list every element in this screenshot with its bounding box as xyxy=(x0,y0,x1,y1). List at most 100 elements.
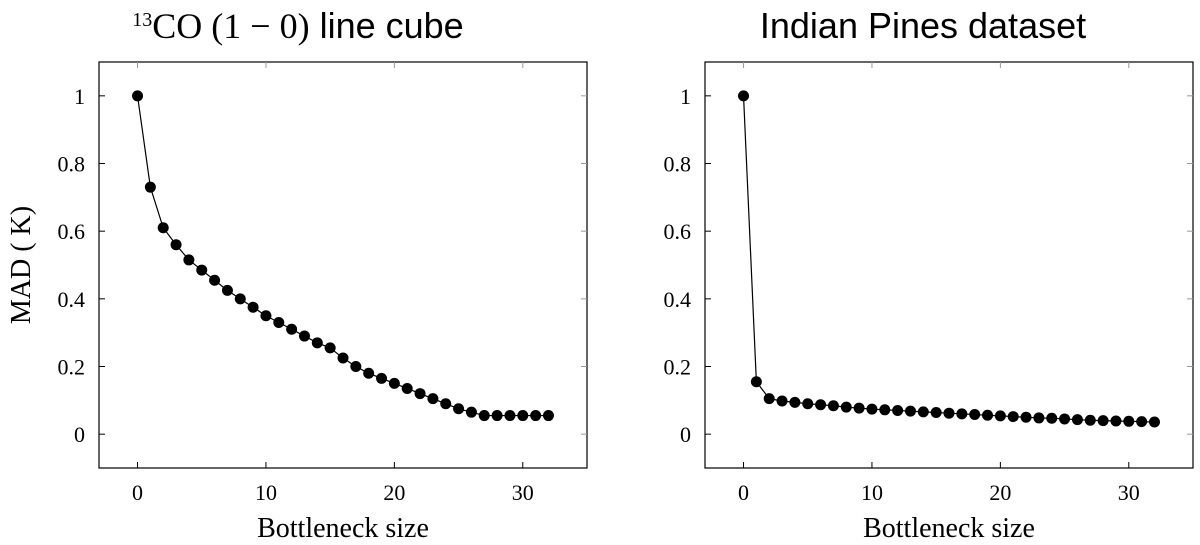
data-point xyxy=(892,404,904,416)
data-point xyxy=(969,409,981,421)
data-point xyxy=(1084,414,1096,426)
x-tick-label: 30 xyxy=(512,480,534,505)
x-tick-label: 20 xyxy=(989,480,1011,505)
data-point xyxy=(943,407,955,419)
y-tick-label: 1 xyxy=(74,84,85,109)
chart-panel-indian-pines: Indian Pines dataset 0 10 20 30 0 0.2 0.4 0.6 0.… xyxy=(664,5,1194,544)
data-point xyxy=(982,409,994,421)
data-point xyxy=(196,264,208,276)
data-point xyxy=(879,404,891,416)
data-point xyxy=(1071,414,1083,426)
data-point xyxy=(930,407,942,419)
data-point xyxy=(917,406,929,418)
plot-frame xyxy=(704,61,1194,469)
data-point xyxy=(1033,412,1045,424)
x-tick-label: 10 xyxy=(861,480,883,505)
data-point xyxy=(866,403,878,415)
data-point xyxy=(170,239,182,251)
y-tick-label: 0.6 xyxy=(664,219,692,244)
chart-title-co: 13CO (1 − 0) line cube xyxy=(132,5,463,46)
y-tick-label: 0.6 xyxy=(58,219,86,244)
data-point xyxy=(350,361,362,372)
data-point xyxy=(530,410,542,422)
data-point xyxy=(427,393,439,405)
data-point xyxy=(815,399,827,411)
data-point xyxy=(1136,416,1148,428)
chart-panel-co-line-cube: 13CO (1 − 0) line cube 0 10 20 30 0 0.2 0.4 0.6… xyxy=(6,5,588,544)
data-point xyxy=(221,284,233,296)
data-point xyxy=(376,372,388,384)
data-point xyxy=(478,410,490,422)
y-tick-label: 1 xyxy=(680,84,691,109)
y-tick-label: 0.2 xyxy=(58,355,86,380)
x-axis-label: Bottleneck size xyxy=(257,513,429,544)
data-point xyxy=(324,342,336,354)
data-point xyxy=(1020,411,1032,423)
chart-title-superscript: 13 xyxy=(132,9,152,31)
data-point xyxy=(453,403,465,415)
data-point xyxy=(542,410,554,422)
data-point xyxy=(956,408,968,420)
y-tick-label: 0.8 xyxy=(58,152,86,177)
data-point xyxy=(750,376,762,388)
data-point xyxy=(853,402,865,414)
series-line xyxy=(742,95,1155,423)
data-point xyxy=(260,310,272,322)
x-tick-label: 0 xyxy=(132,480,143,505)
data-point xyxy=(144,181,156,193)
x-tick-label: 30 xyxy=(1118,480,1140,505)
chart-title-main: CO (1 − 0) xyxy=(152,6,309,46)
data-point xyxy=(440,398,452,410)
data-point xyxy=(388,377,400,389)
data-point xyxy=(789,396,801,408)
series-line xyxy=(136,95,549,417)
plot-frame xyxy=(98,61,588,469)
data-point xyxy=(776,395,788,407)
x-axis-label: Bottleneck size xyxy=(863,513,1035,544)
data-point xyxy=(337,352,349,364)
data-point xyxy=(465,406,477,418)
y-axis-label: MAD ( K) xyxy=(6,206,37,324)
data-point xyxy=(1148,416,1160,428)
data-point xyxy=(994,410,1006,422)
data-point xyxy=(827,400,839,412)
data-point xyxy=(763,393,775,405)
data-point xyxy=(491,410,503,422)
data-point xyxy=(1097,415,1109,427)
data-point xyxy=(1046,412,1058,424)
chart-title-rest: line cube xyxy=(310,5,464,46)
data-point xyxy=(904,405,916,417)
y-tick-label: 0.4 xyxy=(58,287,86,312)
y-tick-label: 0 xyxy=(680,422,691,447)
data-point xyxy=(840,401,852,413)
data-point xyxy=(1059,413,1071,425)
y-tick-label: 0.8 xyxy=(664,152,692,177)
x-tick-label: 20 xyxy=(383,480,405,505)
y-tick-label: 0.2 xyxy=(664,355,692,380)
data-point xyxy=(298,330,310,342)
data-point xyxy=(517,410,529,422)
plot-area: 0 10 20 30 0 0.2 0.4 0.6 0.8 1 xyxy=(664,62,1193,505)
data-point xyxy=(738,90,750,102)
data-point xyxy=(401,382,413,394)
data-point xyxy=(802,398,814,410)
chart-title-indian-pines: Indian Pines dataset xyxy=(760,5,1086,46)
plot-area: 0 10 20 30 0 0.2 0.4 0.6 0.8 1 xyxy=(58,62,587,505)
data-point xyxy=(157,222,169,234)
data-point xyxy=(132,90,144,102)
data-point xyxy=(1110,415,1122,427)
x-tick-label: 0 xyxy=(738,480,749,505)
data-point xyxy=(286,323,298,335)
data-point xyxy=(209,274,221,286)
data-point xyxy=(247,301,259,313)
data-point xyxy=(1007,411,1019,423)
data-point xyxy=(183,254,195,266)
data-point xyxy=(363,367,375,379)
data-point xyxy=(1123,415,1135,427)
data-point xyxy=(234,293,246,305)
data-point xyxy=(311,337,323,349)
data-point xyxy=(414,388,426,400)
y-tick-label: 0.4 xyxy=(664,287,692,312)
y-tick-label: 0 xyxy=(74,422,85,447)
